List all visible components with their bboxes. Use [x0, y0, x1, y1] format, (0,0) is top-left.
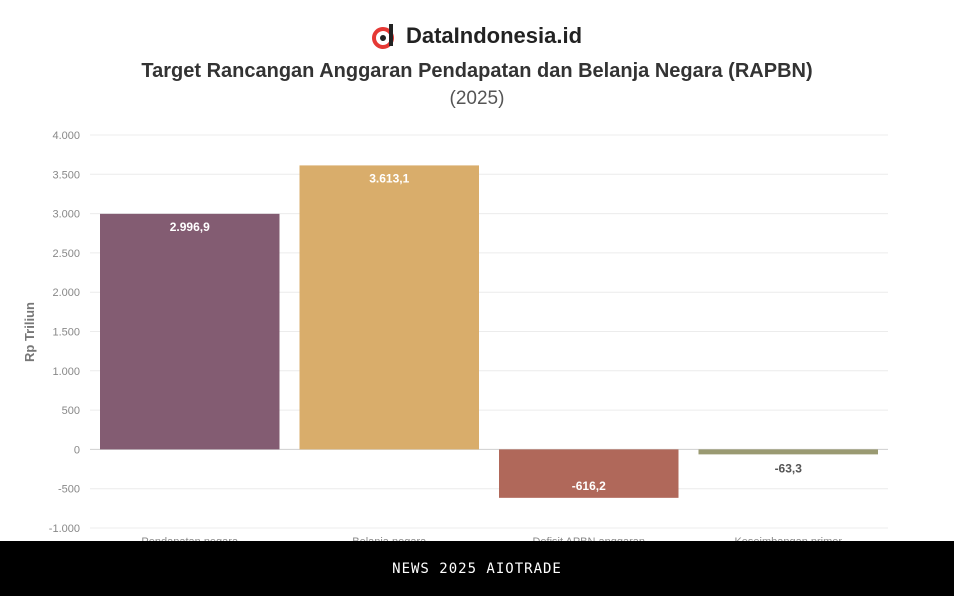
y-tick-label: 2.500 — [52, 248, 80, 260]
brand-name: DataIndonesia.id — [405, 23, 583, 48]
y-axis-label: Rp Triliun — [22, 302, 37, 362]
data-label: 3.613,1 — [369, 171, 409, 185]
chart-title: Target Rancangan Anggaran Pendapatan dan… — [141, 60, 813, 82]
y-tick-label: 3.000 — [52, 209, 80, 221]
y-tick-label: 0 — [74, 444, 80, 456]
category-label: Defisit APBN anggaran — [532, 536, 645, 541]
bar-chart: -1.000 -500 0 500 1.000 1.500 2.000 2.500 3.000 3… — [22, 130, 888, 541]
y-tick-label: 3.500 — [52, 169, 80, 181]
bar — [100, 213, 280, 450]
bars — [100, 165, 878, 498]
brand-header: DataIndonesia.id — [0, 18, 954, 54]
data-labels: 2.996,9 3.613,1 -616,2 -63,3 — [170, 171, 803, 492]
category-label: Pendapatan negara — [141, 536, 239, 541]
x-axis-categories: Pendapatan negara Belanja negara Defisit A… — [141, 536, 842, 541]
bar — [698, 449, 878, 455]
dataindonesia-logo-icon — [371, 24, 394, 49]
y-tick-label: 2.000 — [52, 287, 80, 299]
chart-subtitle: (2025) — [449, 88, 505, 109]
bar — [299, 165, 479, 450]
y-tick-label: 4.000 — [52, 130, 80, 142]
data-label: 2.996,9 — [170, 220, 210, 234]
footer-text: NEWS 2025 AIOTRADE — [392, 560, 562, 577]
y-axis-ticks: -1.000 -500 0 500 1.000 1.500 2.000 2.500 3.000 3… — [49, 130, 80, 535]
data-label: -616,2 — [572, 479, 606, 493]
y-tick-label: 500 — [62, 405, 80, 417]
data-label: -63,3 — [775, 461, 803, 475]
y-tick-label: 1.000 — [52, 366, 80, 378]
bar — [499, 449, 679, 498]
y-tick-label: 1.500 — [52, 327, 80, 339]
footer-banner: NEWS 2025 AIOTRADE — [0, 541, 954, 596]
category-label: Keseimbangan primer — [734, 536, 842, 541]
y-tick-label: -500 — [58, 484, 80, 496]
y-tick-label: -1.000 — [49, 523, 80, 535]
category-label: Belanja negara — [352, 536, 427, 541]
